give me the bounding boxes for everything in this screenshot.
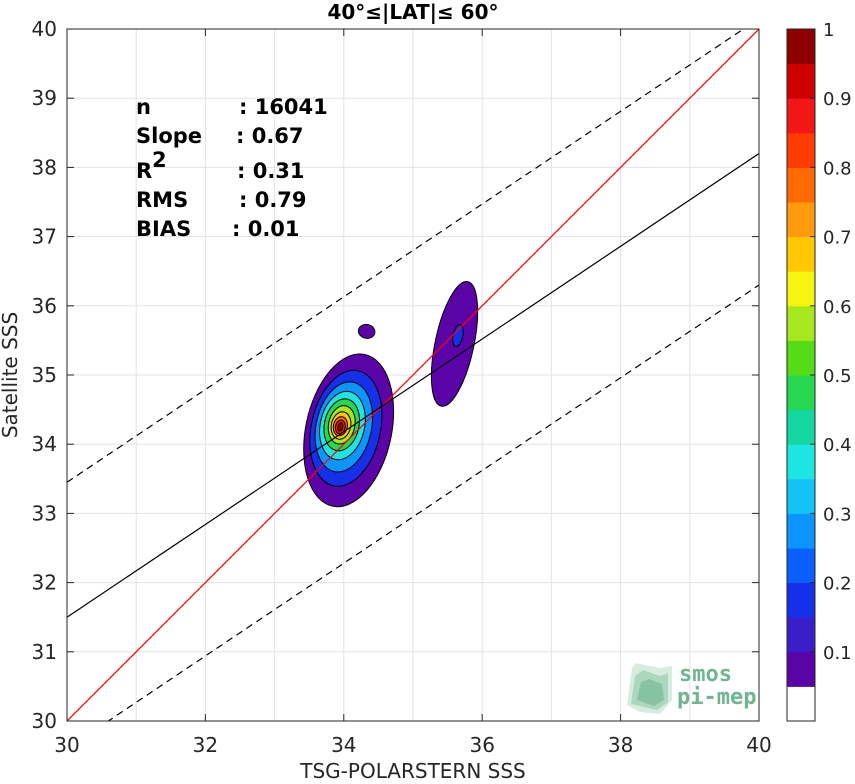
y-tick-label: 37: [32, 225, 57, 249]
y-tick-label: 32: [32, 571, 57, 595]
smos-pi-mep-logo: smos pi-mep: [627, 662, 756, 714]
identity-line: [67, 29, 759, 721]
y-tick-label: 33: [32, 501, 57, 525]
colorbar-segment: [787, 29, 815, 65]
colorbar-segment: [787, 132, 815, 168]
contour-level: [337, 422, 344, 432]
logo-text-pi-mep: pi-mep: [677, 685, 756, 710]
x-tick-label: 34: [331, 733, 356, 757]
stat-value: : 0.01: [232, 217, 300, 241]
colorbar-tick-label: 0.7: [823, 228, 852, 249]
x-tick-label: 36: [469, 733, 494, 757]
stat-superscript: 2: [152, 148, 167, 172]
contour-level: [357, 323, 376, 339]
colorbar-segment: [787, 617, 815, 653]
colorbar-tick-label: 0.1: [823, 643, 852, 664]
colorbar-tick-label: 0.5: [823, 366, 852, 387]
colorbar-segment: [787, 63, 815, 99]
y-axis-ticks: 30 31 32 33 34 35 36 37 38 39 40: [32, 17, 759, 733]
x-tick-label: 38: [608, 733, 633, 757]
colorbar-segment: [787, 444, 815, 480]
reference-lines: [67, 29, 759, 721]
stat-label: Slope: [136, 124, 202, 148]
colorbar-segment: [787, 375, 815, 411]
colorbar-segment: [787, 548, 815, 584]
stat-label: BIAS: [136, 217, 191, 241]
y-tick-label: 40: [32, 17, 57, 41]
colorbar-tick-label: 0.4: [823, 435, 852, 456]
colorbar-segment: [787, 513, 815, 549]
colorbar-segment: [787, 651, 815, 687]
colorbar-tick-label: 0.8: [823, 158, 852, 179]
x-tick-label: 40: [746, 733, 771, 757]
density-contours: [303, 280, 479, 508]
colorbar-tick-label: 0.2: [823, 574, 852, 595]
logo-icon: [627, 663, 672, 714]
colorbar-segment: [787, 98, 815, 134]
colorbar-segment: [787, 478, 815, 514]
y-tick-label: 31: [32, 640, 57, 664]
regression-line: [67, 153, 759, 618]
y-tick-label: 38: [32, 155, 57, 179]
colorbar-tick-label: 0.9: [823, 89, 852, 110]
colorbar-tick-label: 1: [823, 20, 834, 41]
colorbar-segment: [787, 305, 815, 341]
stat-value: : 16041: [239, 95, 328, 119]
x-tick-label: 32: [193, 733, 218, 757]
y-tick-label: 36: [32, 294, 57, 318]
colorbar-segment: [787, 686, 815, 722]
stat-value: : 0.67: [236, 124, 304, 148]
y-tick-label: 30: [32, 709, 57, 733]
x-tick-label: 30: [54, 733, 79, 757]
y-tick-label: 39: [32, 86, 57, 110]
colorbar-segment: [787, 167, 815, 203]
colorbar-segment: [787, 202, 815, 238]
colorbar-tick-label: 0.3: [823, 504, 852, 525]
stat-value: : 0.79: [239, 188, 307, 212]
stat-label: R: [136, 159, 152, 183]
colorbar-segment: [787, 409, 815, 445]
x-axis-ticks: 30 32 34 36 38 40: [54, 29, 772, 757]
colorbar: 0.1 0.2 0.3 0.4 0.5 0.6 0.7 0.8 0.9 1: [786, 20, 852, 722]
colorbar-segment: [787, 340, 815, 376]
logo-text-smos: smos: [679, 662, 732, 687]
lower-bound-line: [107, 284, 759, 721]
y-tick-label: 34: [32, 432, 57, 456]
chart-title: 40°≤|LAT|≤ 60°: [327, 0, 498, 24]
colorbar-segment: [787, 271, 815, 307]
colorbar-tick-label: 0.6: [823, 297, 852, 318]
x-axis-label: TSG-POLARSTERN SSS: [299, 759, 525, 783]
colorbar-segment: [787, 236, 815, 272]
stat-value: : 0.31: [237, 159, 305, 183]
colorbar-segment: [787, 582, 815, 618]
stat-label: n: [136, 95, 151, 119]
upper-bound-line: [67, 29, 745, 483]
y-axis-label: Satellite SSS: [0, 312, 22, 438]
y-tick-label: 35: [32, 363, 57, 387]
statistics-box: n : 16041 Slope : 0.67 R 2 : 0.31 RMS : 0.79 BIAS…: [136, 95, 328, 241]
stat-label: RMS: [136, 188, 188, 212]
